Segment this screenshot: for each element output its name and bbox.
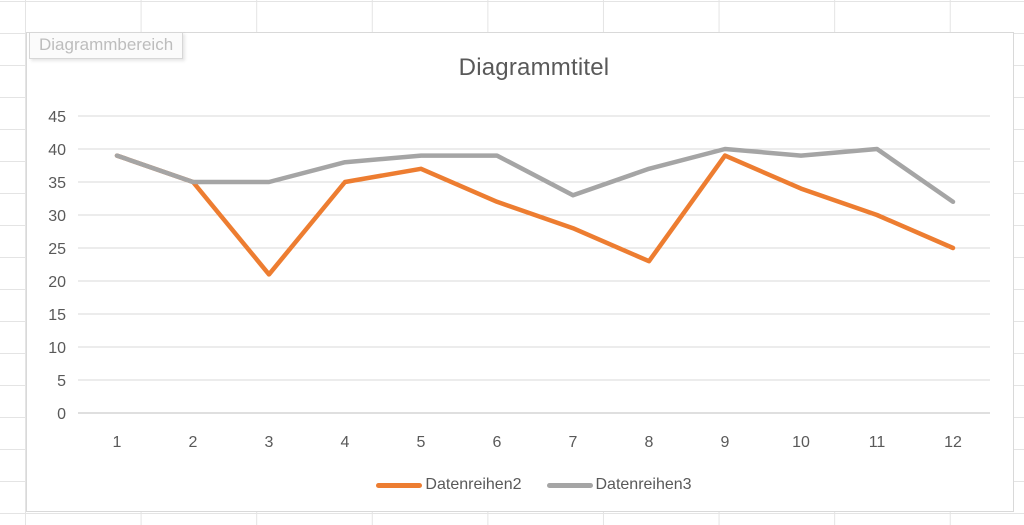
x-tick-label: 2 <box>189 434 198 451</box>
series-line-datenreihen2[interactable] <box>114 153 956 277</box>
series2-line-swatch-icon <box>376 482 423 488</box>
legend-item-datenreihen2[interactable]: Datenreihen2 <box>376 476 522 494</box>
chart-title[interactable]: Diagrammtitel <box>458 54 610 81</box>
x-tick-label: 10 <box>792 434 810 451</box>
y-tick-label: 25 <box>48 241 66 258</box>
series-line-datenreihen3[interactable] <box>114 146 956 205</box>
y-tick-label: 30 <box>48 208 66 225</box>
legend-label-datenreihen2: Datenreihen2 <box>425 476 522 493</box>
y-tick-label: 15 <box>48 307 66 324</box>
y-tick-label: 5 <box>57 373 66 390</box>
x-tick-label: 1 <box>113 434 122 451</box>
legend-label-datenreihen3: Datenreihen3 <box>595 476 692 493</box>
chart-legend: Datenreihen2 Datenreihen3 <box>78 472 990 498</box>
x-tick-label: 12 <box>944 434 962 451</box>
y-tick-label: 0 <box>57 406 66 423</box>
legend-item-datenreihen3[interactable]: Datenreihen3 <box>546 476 692 494</box>
x-tick-label: 5 <box>417 434 426 451</box>
x-tick-label: 9 <box>721 434 730 451</box>
x-tick-label: 11 <box>869 434 886 451</box>
chart-area-tooltip: Diagrammbereich <box>29 32 184 59</box>
series3-line-swatch-icon <box>546 482 593 488</box>
x-tick-label: 8 <box>645 434 654 451</box>
y-tick-label: 35 <box>48 175 66 192</box>
x-tick-label: 7 <box>569 434 578 451</box>
x-tick-label: 6 <box>493 434 502 451</box>
chart-area[interactable] <box>26 32 1014 512</box>
y-tick-label: 20 <box>48 274 66 291</box>
x-tick-label: 3 <box>265 434 274 451</box>
y-tick-label: 10 <box>48 340 66 357</box>
y-tick-label: 45 <box>48 109 66 126</box>
x-tick-label: 4 <box>341 434 350 451</box>
y-tick-label: 40 <box>48 142 66 159</box>
